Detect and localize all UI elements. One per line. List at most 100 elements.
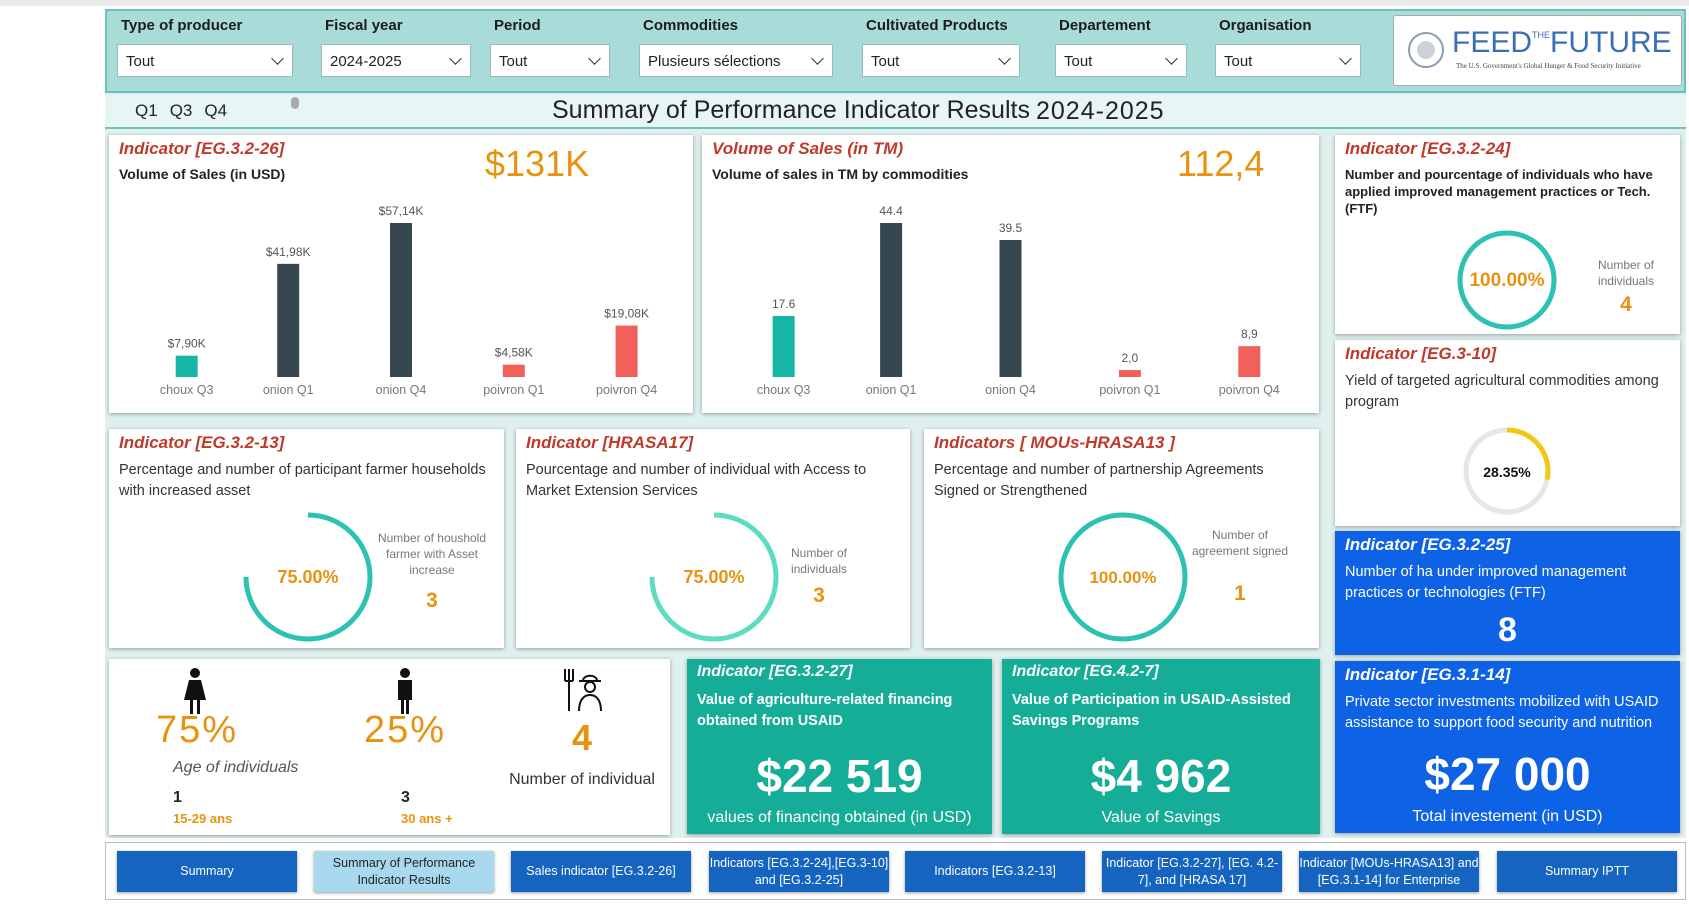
gauge: 75.00%: [649, 512, 779, 642]
count: 1: [1234, 582, 1246, 605]
indicator: Indicator [EG.3.2-26]: [119, 139, 285, 158]
description: Number of ha under improved management p…: [1345, 564, 1627, 601]
count: 3: [813, 584, 825, 607]
description: Number and pourcentage of individuals wh…: [1345, 167, 1653, 216]
gauge: 100.00%: [1058, 512, 1188, 642]
nav-button[interactable]: Summary of Performance Indicator Results: [314, 851, 494, 892]
title-bar: Q1 Q3 Q4 Summary of Performance Indicator …: [105, 95, 1686, 129]
x-tick-label: poivron Q1: [483, 383, 544, 397]
indicator: Volume of Sales (in TM): [712, 139, 904, 158]
indicator: Indicator [EG.3.2-25]: [1345, 535, 1511, 554]
count-label: Number of individuals: [790, 546, 848, 576]
dropdown[interactable]: Tout: [117, 44, 293, 77]
old-count: 3: [401, 789, 410, 806]
scroll-thumb: [291, 97, 299, 109]
nav-button[interactable]: Indicator [MOUs-HRASA13] and [EG.3.1-14]…: [1299, 851, 1479, 892]
age-label: Age of individuals: [173, 759, 299, 776]
bar: [772, 315, 795, 377]
nav-button[interactable]: Sales indicator [EG.3.2-26]: [511, 851, 691, 892]
gauge-arc: [1058, 512, 1188, 642]
dropdown[interactable]: Tout: [862, 44, 1020, 77]
dropdown[interactable]: Tout: [1055, 44, 1187, 77]
x-tick-label: onion Q4: [985, 383, 1036, 397]
dropdown[interactable]: Tout: [490, 44, 610, 77]
sales-tm-panel: Volume of Sales (in TM) Volume of sales …: [702, 135, 1319, 413]
dropdown[interactable]: 2024-2025: [321, 44, 471, 77]
value: 8: [1498, 611, 1517, 649]
bar: [502, 364, 525, 377]
young-count: 1: [173, 789, 182, 806]
female-icon: [184, 668, 206, 714]
total: 4: [571, 717, 593, 758]
x-tick-label: poivron Q4: [596, 383, 657, 397]
indicator: Indicator [EG.3.2-13]: [119, 433, 285, 452]
nav-button[interactable]: Summary IPTT: [1497, 851, 1677, 892]
quarter[interactable]: Q3: [169, 101, 193, 120]
x-tick-label: poivron Q1: [1099, 383, 1160, 397]
bar: [175, 355, 198, 377]
indicator-card: Indicators [ MOUs-HRASA13 ] Percentage a…: [924, 429, 1319, 648]
logo-tagline: The U.S. Government's Global Hunger & Fo…: [1456, 62, 1641, 70]
quarter-slicer: Q1 Q3 Q4: [135, 101, 239, 121]
dropdown[interactable]: Plusieurs sélections: [639, 44, 833, 77]
bar-chart: $7,90K choux Q3 $41,98K onion Q1 $57,14K onio…: [160, 204, 657, 397]
filter-label: Organisation: [1219, 17, 1312, 34]
data-label: 17.6: [772, 297, 796, 311]
indicator: Indicator [EG.4.2-7]: [1012, 663, 1159, 680]
gauge-arc: [1463, 427, 1551, 515]
filter-label: Period: [494, 17, 541, 34]
description: Value of Participation in USAID-Assisted…: [1012, 692, 1291, 729]
data-label: $57,14K: [379, 204, 424, 218]
male-pct: 25%: [363, 709, 447, 751]
count: 3: [426, 589, 438, 612]
nav-button[interactable]: Indicator [EG.3.2-27], [EG. 4.2-7], and …: [1102, 851, 1282, 892]
quarter[interactable]: Q1: [135, 101, 158, 120]
dropdown[interactable]: Tout: [1215, 44, 1361, 77]
data-label: $19,08K: [604, 307, 649, 321]
kpi: 112,4: [1177, 143, 1265, 184]
data-label: $4,58K: [495, 346, 533, 360]
indicator-card: Indicator [EG.3.2-13] Percentage and num…: [109, 429, 504, 648]
subtitle: Volume of sales in TM by commodities: [712, 166, 969, 182]
bar: [999, 239, 1022, 377]
data-label: 39.5: [999, 221, 1023, 235]
x-tick-label: choux Q3: [757, 383, 811, 397]
filter-label: Type of producer: [121, 17, 243, 34]
gauge: 28.35%: [1463, 427, 1551, 515]
seal: [1408, 32, 1444, 68]
filter-label: Commodities: [643, 17, 739, 34]
x-tick-label: onion Q4: [376, 383, 427, 397]
indicator: Indicator [EG.3.2-24]: [1345, 139, 1511, 158]
description: Value of agriculture-related financing o…: [697, 692, 953, 729]
indicator-card: Indicator [EG.3.2-25] Number of ha under…: [1335, 531, 1680, 655]
gauge-label: 100.00%: [1469, 270, 1544, 291]
female-pct: 75%: [155, 709, 239, 751]
indicator-card: Indicator [EG.3-10] Yield of targeted ag…: [1335, 340, 1680, 526]
indicator: Indicator [EG.3.2-27]: [697, 663, 853, 680]
bar: [615, 325, 638, 377]
nav-button[interactable]: Summary: [117, 851, 297, 892]
quarter[interactable]: Q4: [204, 101, 228, 120]
gauge: 100.00%: [1457, 230, 1557, 330]
indicator-card: Indicator [EG.3.2-24] Number and pourcen…: [1335, 135, 1680, 334]
value: $4 962: [1090, 750, 1232, 802]
navigation-bar: Summary Summary of Performance Indicator …: [105, 842, 1686, 900]
description: Private sector investments mobilized wit…: [1345, 694, 1659, 731]
count-label: Number of agreement signed: [1191, 528, 1289, 558]
gauge-label: 75.00%: [683, 567, 744, 587]
nav-button[interactable]: Indicators [EG.3.2-24],[EG.3-10] and [EG…: [709, 851, 889, 892]
caption: Value of Savings: [1101, 809, 1221, 826]
logo-word: THE: [1532, 30, 1551, 40]
page-title: Summary of Performance Indicator Results: [552, 96, 1030, 124]
x-tick-label: onion Q1: [866, 383, 917, 397]
value: $22 519: [756, 750, 923, 802]
indicator: Indicator [HRASA17]: [526, 433, 694, 452]
count-label: Number of houshold farmer with Asset inc…: [377, 531, 487, 577]
data-label: $7,90K: [168, 337, 206, 351]
filter-label: Cultivated Products: [866, 17, 1008, 34]
sales-usd-panel: Indicator [EG.3.2-26] Volume of Sales (i…: [109, 135, 693, 413]
data-label: 2,0: [1122, 351, 1139, 365]
indicator: Indicator [EG.3-10]: [1345, 344, 1497, 363]
nav-button[interactable]: Indicators [EG.3.2-13]: [905, 851, 1085, 892]
